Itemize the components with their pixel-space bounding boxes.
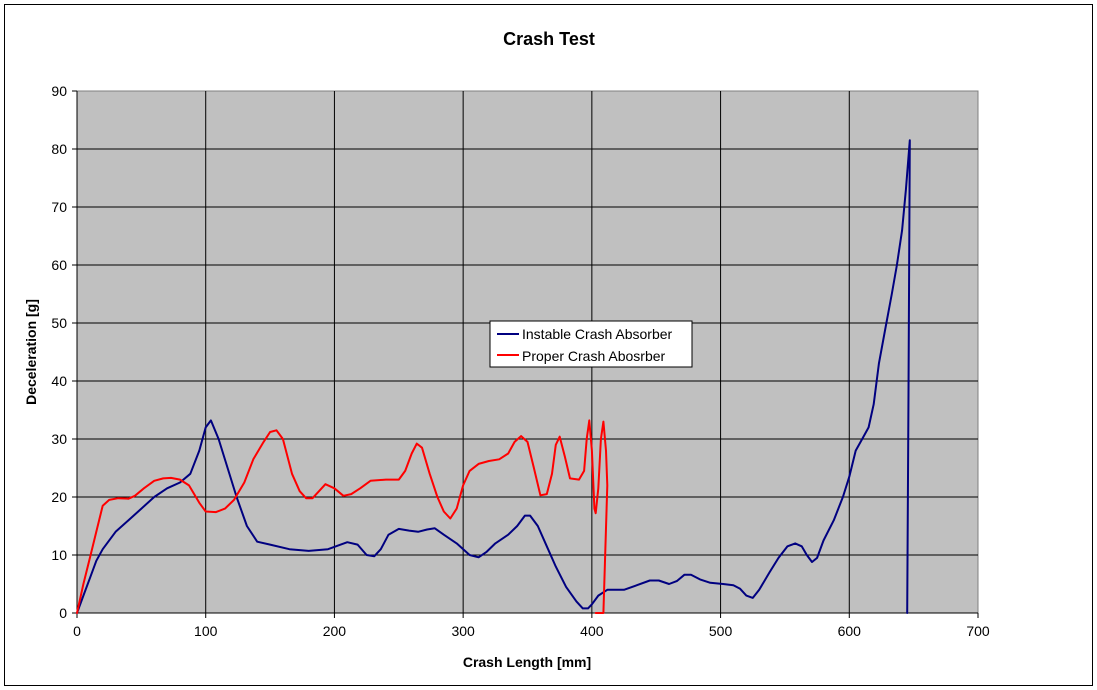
x-tick-label: 200	[323, 623, 347, 639]
y-tick-label: 60	[51, 257, 67, 273]
legend: Instable Crash Absorber Proper Crash Abo…	[489, 320, 693, 368]
tick-labels: 0 10 20 30 40 50 60 70 80 90 0 100 200 300 400 500 600 70…	[51, 83, 989, 639]
y-tick-label: 50	[51, 315, 67, 331]
x-tick-label: 300	[451, 623, 475, 639]
y-tick-label: 20	[51, 489, 67, 505]
grid-lines	[77, 91, 978, 613]
x-tick-label: 700	[966, 623, 990, 639]
y-tick-label: 80	[51, 141, 67, 157]
y-tick-label: 40	[51, 373, 67, 389]
y-tick-label: 70	[51, 199, 67, 215]
x-tick-label: 400	[580, 623, 604, 639]
x-tick-label: 0	[73, 623, 81, 639]
series-line-proper-crash-abosrber	[76, 419, 609, 614]
x-axis-title: Crash Length [mm]	[463, 654, 591, 670]
y-axis-title: Deceleration [g]	[23, 299, 39, 405]
chart-title: Crash Test	[503, 29, 595, 49]
chart-canvas: Crash Test 0 10 20 30 40 50 60 70 80 90 0 100 200 300…	[23, 29, 990, 670]
y-tick-label: 0	[59, 605, 67, 621]
axes	[72, 90, 979, 618]
series-layer	[76, 139, 911, 614]
y-tick-label: 30	[51, 431, 67, 447]
legend-label-instable: Instable Crash Absorber	[522, 326, 673, 342]
x-tick-label: 500	[709, 623, 733, 639]
y-tick-label: 90	[51, 83, 67, 99]
chart-frame: Crash Test 0 10 20 30 40 50 60 70 80 90 0 100 200 300…	[4, 4, 1093, 686]
legend-label-proper: Proper Crash Abosrber	[522, 348, 666, 364]
legend-box	[489, 320, 693, 368]
x-tick-label: 600	[838, 623, 862, 639]
y-tick-label: 10	[51, 547, 67, 563]
x-tick-label: 100	[194, 623, 218, 639]
series-line-instable-crash-absorber	[76, 139, 911, 614]
